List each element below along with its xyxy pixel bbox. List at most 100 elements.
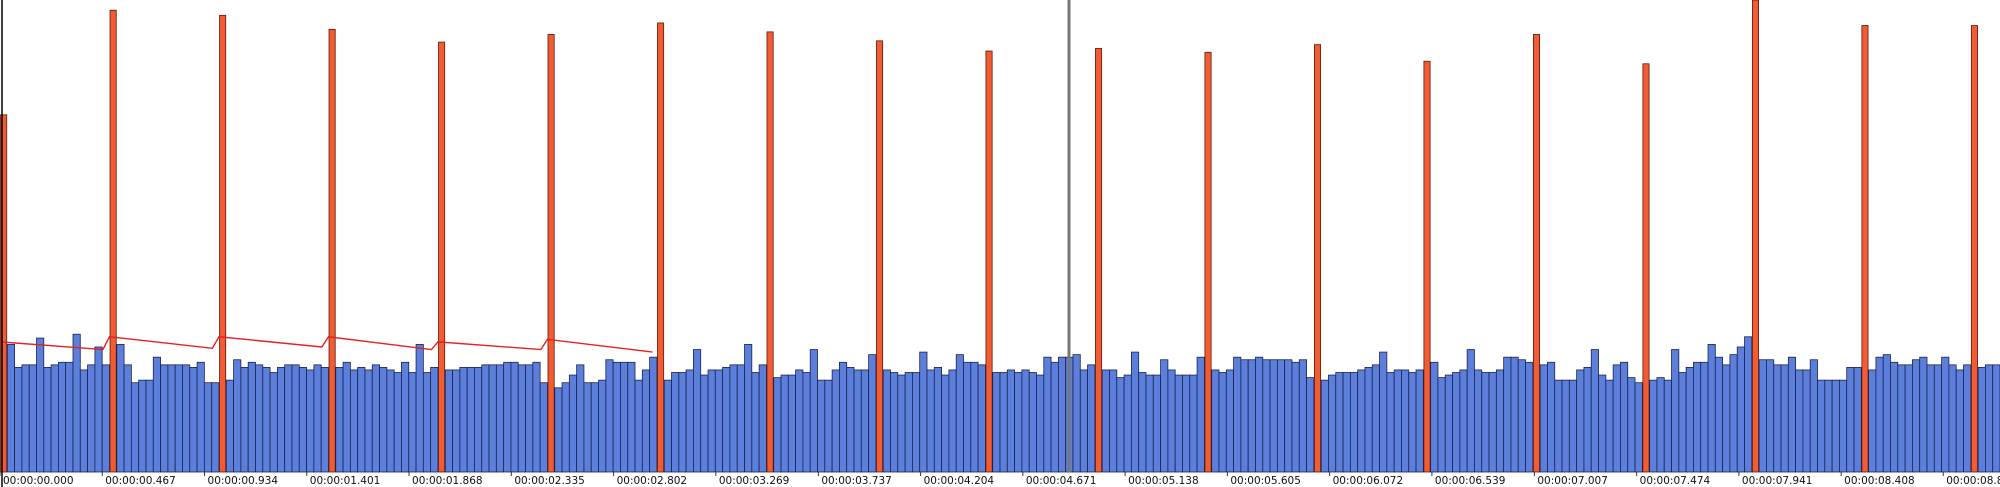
frame-bar xyxy=(1590,349,1599,473)
frame-bar xyxy=(634,379,643,473)
frame-bar xyxy=(963,361,972,473)
frame-bar xyxy=(1452,372,1461,473)
x-tick-label: 00:00:00.000 xyxy=(3,475,74,487)
frame-bar xyxy=(1269,359,1278,473)
frame-bar xyxy=(1101,369,1110,473)
key-frame-bar xyxy=(985,50,993,473)
frame-bar xyxy=(678,372,687,473)
frame-bar xyxy=(1437,377,1446,473)
frame-bar xyxy=(415,344,424,473)
frame-bar xyxy=(320,366,329,473)
frame-bar xyxy=(495,364,505,473)
frame-bar xyxy=(225,379,234,473)
frame-bar xyxy=(182,364,191,473)
frame-bar xyxy=(919,351,928,473)
frame-bar xyxy=(1568,379,1578,473)
key-frame-bar xyxy=(1861,25,1869,473)
frame-bar xyxy=(1036,374,1045,473)
frame-bar xyxy=(1320,379,1329,473)
frame-bar xyxy=(1890,361,1899,473)
frame-bar xyxy=(1218,372,1227,473)
frame-bar xyxy=(1057,356,1067,473)
frame-bar xyxy=(1130,351,1140,473)
frame-bar xyxy=(853,369,862,473)
x-tick-label: 00:00:04.204 xyxy=(924,475,995,487)
frame-bar xyxy=(130,382,140,473)
frame-bar xyxy=(912,372,921,473)
frame-bar xyxy=(87,364,96,473)
frame-bar xyxy=(839,361,848,473)
frame-bar xyxy=(700,374,709,473)
frame-bar xyxy=(561,382,570,473)
frame-bar xyxy=(1043,356,1052,473)
frame-bar xyxy=(890,372,899,473)
frame-bar xyxy=(1955,369,1964,473)
frame-bar xyxy=(736,364,745,473)
frame-bar xyxy=(364,369,373,473)
frame-bar xyxy=(298,366,307,473)
frame-bar xyxy=(306,369,315,473)
frame-bar xyxy=(620,361,629,473)
frame-bar xyxy=(1298,359,1307,473)
frame-bar xyxy=(729,364,738,473)
frame-bar xyxy=(510,361,519,473)
frame-bar xyxy=(933,366,943,473)
frame-bar xyxy=(160,364,169,473)
frame-bar xyxy=(685,369,694,473)
frame-bar xyxy=(1634,382,1643,473)
frame-bar xyxy=(233,359,242,473)
frame-bar xyxy=(203,382,213,473)
frame-bar xyxy=(1985,364,1994,473)
key-frame-bar xyxy=(219,14,227,473)
frame-bar xyxy=(36,337,45,473)
frame-bar xyxy=(1349,372,1359,473)
frame-bar xyxy=(1189,374,1198,473)
key-frame-bar xyxy=(438,41,446,473)
frame-bar xyxy=(1671,349,1680,473)
frame-bar xyxy=(1912,359,1921,473)
frame-bar xyxy=(1736,346,1745,473)
frame-bar xyxy=(517,364,526,473)
frame-bar xyxy=(1196,356,1205,473)
frame-bar xyxy=(1014,372,1023,473)
frame-bar xyxy=(1138,372,1147,473)
frame-bar xyxy=(846,366,855,473)
frame-bar xyxy=(1744,336,1753,473)
key-frame-bar xyxy=(1204,51,1212,473)
frame-bar xyxy=(6,344,15,473)
frame-bar xyxy=(1342,372,1351,473)
frame-bar xyxy=(503,361,512,473)
frame-bar xyxy=(1941,356,1950,473)
frame-bar xyxy=(1897,364,1906,473)
frame-bar xyxy=(1824,379,1833,473)
frame-bar xyxy=(1663,379,1672,473)
frame-bar xyxy=(554,387,563,473)
frame-bar xyxy=(649,356,658,473)
frame-bar xyxy=(1561,379,1570,473)
frame-bar xyxy=(926,369,935,473)
frame-bar xyxy=(1371,364,1380,473)
frame-bar xyxy=(1174,374,1183,473)
key-frame-bar xyxy=(766,31,774,473)
frame-bar xyxy=(1729,354,1738,473)
key-frame-bar xyxy=(1423,60,1431,473)
frame-bar xyxy=(612,361,621,473)
frame-bar xyxy=(948,369,957,473)
frame-bar xyxy=(1809,359,1818,473)
frame-bar xyxy=(167,364,176,473)
frame-bar xyxy=(138,379,147,473)
frame-bar xyxy=(14,366,23,473)
frame-bar xyxy=(1386,372,1395,473)
frame-bar xyxy=(1459,369,1468,473)
frame-bar xyxy=(1240,359,1249,473)
frame-bar xyxy=(1503,356,1512,473)
frame-bar xyxy=(379,366,388,473)
x-tick-label: 00:00:07.941 xyxy=(1742,475,1813,487)
x-tick-label: 00:00:07.474 xyxy=(1640,475,1711,487)
frame-bar xyxy=(1444,374,1453,473)
x-tick-label: 00:00:03.269 xyxy=(719,475,790,487)
frame-bar xyxy=(605,359,614,473)
key-frame-bar xyxy=(1642,63,1650,473)
